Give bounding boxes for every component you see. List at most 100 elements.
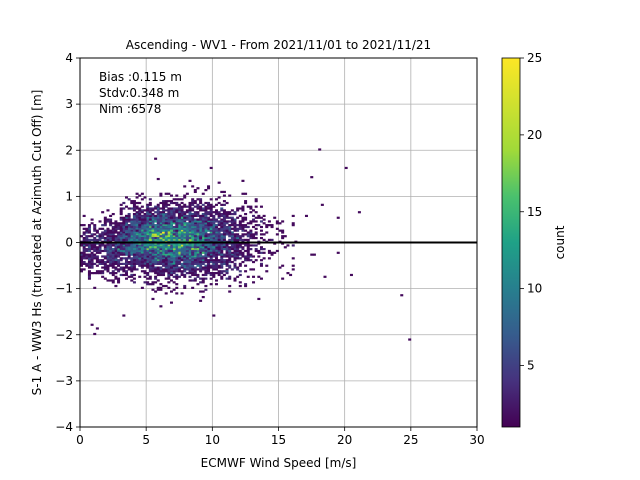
heatmap-cell	[151, 251, 155, 254]
heatmap-cell	[191, 214, 195, 218]
heatmap-cell	[122, 249, 126, 253]
heatmap-cell	[199, 244, 203, 247]
heatmap-cell	[103, 220, 107, 223]
heatmap-cell	[201, 290, 205, 293]
heatmap-cell	[175, 283, 179, 286]
heatmap-cell	[169, 248, 173, 251]
heatmap-cell	[259, 233, 263, 236]
heatmap-cell	[93, 272, 97, 275]
heatmap-cell	[159, 225, 163, 229]
heatmap-cell	[135, 242, 139, 245]
heatmap-cell	[238, 236, 242, 240]
heatmap-cell	[167, 200, 171, 203]
heatmap-cell	[148, 209, 152, 212]
heatmap-cell	[159, 224, 163, 227]
heatmap-cell	[154, 260, 158, 264]
heatmap-cell	[111, 244, 115, 247]
heatmap-cell	[106, 259, 110, 262]
heatmap-cell	[140, 227, 144, 230]
heatmap-cell	[204, 251, 208, 254]
heatmap-cell	[154, 157, 158, 160]
heatmap-cell	[238, 281, 242, 284]
heatmap-cell	[209, 259, 213, 262]
heatmap-cell	[138, 216, 142, 219]
heatmap-cell	[246, 225, 250, 229]
heatmap-cell	[270, 251, 274, 254]
heatmap-cell	[275, 220, 279, 223]
heatmap-cell	[93, 332, 97, 336]
heatmap-cell	[130, 262, 134, 265]
heatmap-cell	[217, 270, 221, 273]
heatmap-cell	[119, 242, 123, 245]
heatmap-cell	[252, 260, 256, 264]
heatmap-cell	[204, 242, 208, 245]
heatmap-cell	[217, 214, 221, 218]
heatmap-cell	[151, 207, 155, 210]
heatmap-cell	[106, 268, 110, 271]
heatmap-cell	[164, 225, 168, 229]
heatmap-cell	[162, 246, 166, 249]
heatmap-cell	[135, 192, 139, 195]
heatmap-cell	[199, 227, 203, 230]
heatmap-cell	[151, 218, 155, 221]
heatmap-cell	[196, 227, 200, 230]
heatmap-cell	[291, 264, 295, 267]
heatmap-cell	[225, 216, 229, 219]
heatmap-cell	[196, 198, 200, 201]
heatmap-cell	[249, 235, 253, 238]
heatmap-cell	[222, 262, 226, 265]
heatmap-cell	[259, 248, 263, 251]
heatmap-cell	[156, 246, 160, 249]
heatmap-cell	[199, 249, 203, 253]
heatmap-cell	[199, 253, 203, 256]
heatmap-cell	[154, 275, 158, 278]
heatmap-cell	[156, 214, 160, 218]
heatmap-cell	[164, 231, 168, 234]
heatmap-cell	[204, 288, 208, 291]
heatmap-cell	[183, 218, 187, 221]
heatmap-cell	[111, 233, 115, 236]
heatmap-cell	[109, 264, 113, 267]
heatmap-cell	[175, 260, 179, 264]
heatmap-cell	[132, 277, 136, 280]
heatmap-cell	[85, 248, 89, 251]
heatmap-cell	[259, 264, 263, 267]
heatmap-cell	[119, 216, 123, 219]
heatmap-cell	[106, 235, 110, 238]
heatmap-cell	[183, 248, 187, 251]
heatmap-cell	[111, 249, 115, 253]
heatmap-cell	[209, 222, 213, 225]
heatmap-cell	[127, 255, 131, 258]
heatmap-cell	[252, 218, 256, 221]
heatmap-cell	[159, 244, 163, 247]
heatmap-cell	[217, 227, 221, 230]
heatmap-cell	[127, 214, 131, 218]
heatmap-cell	[214, 253, 218, 256]
heatmap-cell	[138, 249, 142, 253]
heatmap-cell	[117, 255, 121, 258]
heatmap-cell	[220, 242, 224, 245]
heatmap-cell	[193, 189, 197, 192]
heatmap-cell	[154, 207, 158, 210]
heatmap-cell	[259, 220, 263, 223]
heatmap-cell	[109, 257, 113, 260]
heatmap-cell	[175, 236, 179, 240]
heatmap-cell	[209, 238, 213, 241]
heatmap-cell	[127, 218, 131, 221]
heatmap-cell	[175, 266, 179, 269]
heatmap-cell	[154, 268, 158, 271]
heatmap-cell	[175, 201, 179, 205]
heatmap-cell	[162, 203, 166, 206]
heatmap-cell	[196, 187, 200, 190]
heatmap-cell	[236, 207, 240, 210]
heatmap-cell	[109, 235, 113, 238]
heatmap-cell	[138, 259, 142, 262]
heatmap-cell	[132, 218, 136, 221]
heatmap-cell	[177, 255, 181, 258]
heatmap-cell	[119, 273, 123, 277]
heatmap-cell	[222, 212, 226, 216]
heatmap-cell	[254, 227, 258, 230]
heatmap-cell	[212, 231, 216, 234]
heatmap-cell	[103, 257, 107, 260]
heatmap-cell	[254, 205, 258, 208]
